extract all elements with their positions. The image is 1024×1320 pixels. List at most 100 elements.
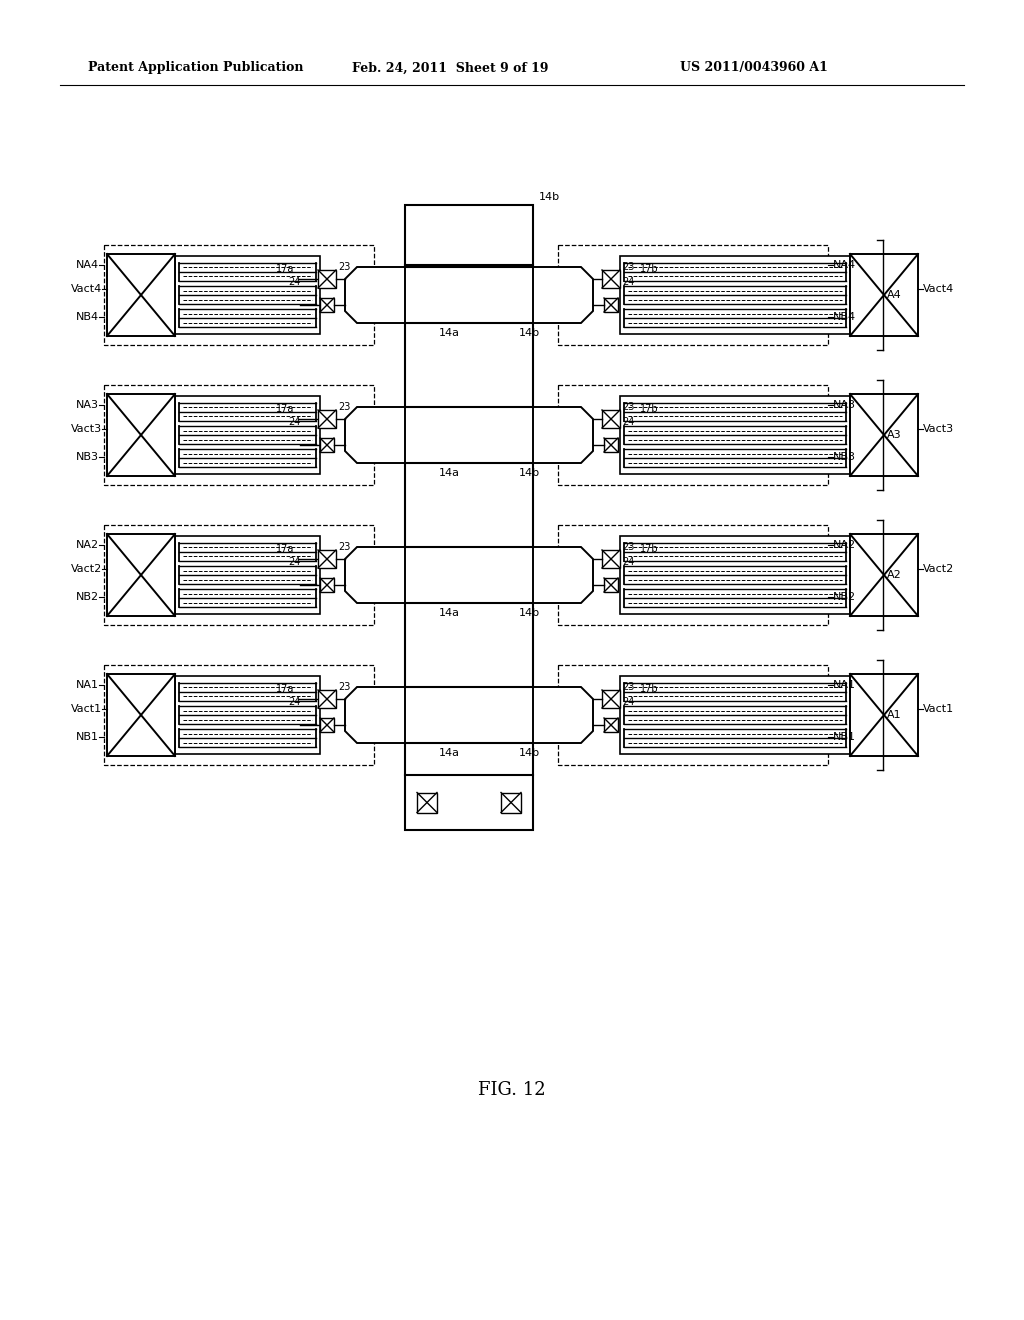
Polygon shape (534, 686, 593, 743)
Text: 23: 23 (338, 682, 350, 692)
Bar (417, 792, 437, 813)
Text: 17b: 17b (640, 404, 658, 414)
Text: A3: A3 (887, 430, 901, 440)
Bar (558, 246, 828, 345)
Text: Vact4: Vact4 (71, 284, 102, 294)
Text: 23: 23 (622, 403, 635, 412)
Text: 14a: 14a (438, 327, 460, 338)
Bar (602, 550, 620, 568)
Text: 24: 24 (288, 697, 300, 708)
Bar (620, 536, 850, 614)
Bar (175, 256, 319, 334)
Polygon shape (345, 407, 406, 463)
Bar (106, 393, 175, 477)
Bar (104, 525, 374, 624)
Bar (406, 775, 534, 830)
Bar (175, 676, 319, 754)
Text: NB1: NB1 (833, 733, 856, 742)
Bar (104, 385, 374, 484)
Bar (104, 665, 374, 766)
Bar (850, 393, 918, 477)
Text: 24: 24 (622, 557, 635, 568)
Text: NB2: NB2 (76, 591, 99, 602)
Bar (620, 256, 850, 334)
Bar (558, 525, 828, 624)
Text: NA4: NA4 (833, 260, 856, 271)
Text: 17b: 17b (640, 684, 658, 694)
Bar (620, 396, 850, 474)
Text: Vact2: Vact2 (71, 564, 102, 574)
Bar (319, 718, 334, 733)
Text: 23: 23 (338, 261, 350, 272)
Text: NB4: NB4 (833, 312, 856, 322)
Text: 17b: 17b (640, 544, 658, 554)
Polygon shape (534, 267, 593, 323)
Bar (602, 271, 620, 288)
Bar (318, 550, 336, 568)
Text: FIG. 12: FIG. 12 (478, 1081, 546, 1100)
Text: 14b: 14b (518, 609, 540, 618)
Bar (318, 411, 336, 428)
Bar (620, 676, 850, 754)
Bar (602, 411, 620, 428)
Bar (558, 665, 828, 766)
Text: 23: 23 (338, 403, 350, 412)
Text: 17a: 17a (276, 404, 294, 414)
Text: 14b: 14b (518, 748, 540, 758)
Text: 17a: 17a (276, 264, 294, 275)
Text: NB2: NB2 (833, 591, 856, 602)
Bar (850, 675, 918, 756)
Bar (604, 718, 618, 733)
Polygon shape (345, 267, 406, 323)
Text: NB1: NB1 (76, 733, 99, 742)
Bar (106, 535, 175, 616)
Bar (604, 298, 618, 312)
Bar (318, 690, 336, 708)
Bar (318, 271, 336, 288)
Text: A1: A1 (887, 710, 901, 719)
Text: 17a: 17a (276, 544, 294, 554)
Polygon shape (534, 407, 593, 463)
Bar (850, 535, 918, 616)
Text: 14a: 14a (438, 469, 460, 478)
Text: NB3: NB3 (76, 451, 99, 462)
Bar (104, 246, 374, 345)
Polygon shape (345, 686, 406, 743)
Text: Patent Application Publication: Patent Application Publication (88, 62, 303, 74)
Text: 24: 24 (622, 277, 635, 286)
Text: 14b: 14b (518, 327, 540, 338)
Text: 24: 24 (288, 417, 300, 426)
Text: A4: A4 (887, 290, 902, 300)
Text: NA1: NA1 (76, 680, 99, 690)
Text: 14b: 14b (518, 469, 540, 478)
Bar (175, 396, 319, 474)
Text: NA4: NA4 (76, 260, 99, 271)
Text: 23: 23 (622, 543, 635, 552)
Text: NA2: NA2 (76, 540, 99, 550)
Text: 23: 23 (622, 261, 635, 272)
Polygon shape (345, 546, 406, 603)
Bar (175, 536, 319, 614)
Text: Vact1: Vact1 (71, 704, 102, 714)
Text: 23: 23 (622, 682, 635, 692)
Bar (604, 578, 618, 591)
Text: 24: 24 (622, 697, 635, 708)
Text: Vact2: Vact2 (923, 564, 954, 574)
Text: NA3: NA3 (76, 400, 99, 411)
Text: 14a: 14a (438, 748, 460, 758)
Text: NB4: NB4 (76, 312, 99, 322)
Text: Vact3: Vact3 (923, 424, 954, 434)
Text: A2: A2 (887, 570, 902, 579)
Text: Vact4: Vact4 (923, 284, 954, 294)
Text: 14a: 14a (438, 609, 460, 618)
Text: Vact3: Vact3 (71, 424, 102, 434)
Text: 17b: 17b (640, 264, 658, 275)
Text: US 2011/0043960 A1: US 2011/0043960 A1 (680, 62, 827, 74)
Text: 14b: 14b (539, 191, 560, 202)
Bar (850, 253, 918, 337)
Text: 24: 24 (622, 417, 635, 426)
Text: Feb. 24, 2011  Sheet 9 of 19: Feb. 24, 2011 Sheet 9 of 19 (352, 62, 549, 74)
Bar (406, 205, 534, 265)
Bar (558, 385, 828, 484)
Bar (501, 792, 521, 813)
